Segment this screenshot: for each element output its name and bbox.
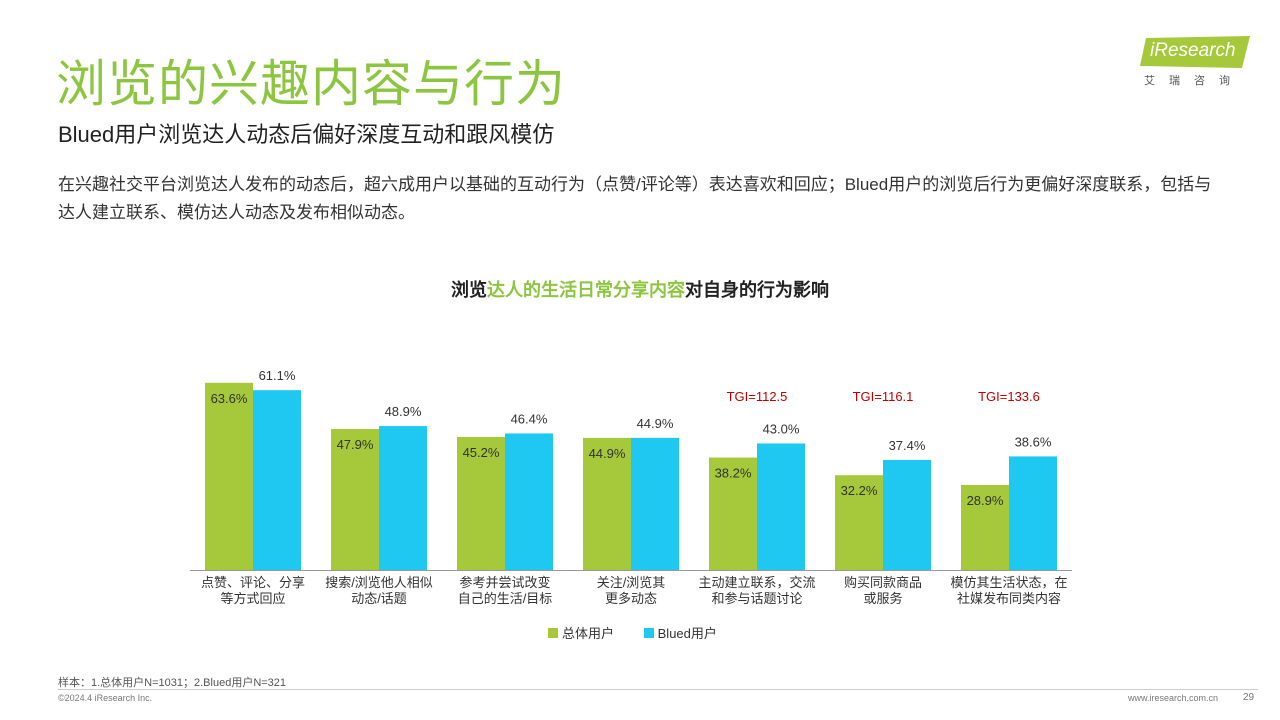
legend-item-blued: Blued用户 xyxy=(643,623,717,642)
data-label: 44.9% xyxy=(589,446,626,461)
bar-blued xyxy=(379,426,427,570)
data-label: 61.1% xyxy=(259,368,296,383)
logo-badge-icon xyxy=(1140,36,1250,68)
category-label: 等方式回应 xyxy=(220,591,285,606)
category-label: 动态/话题 xyxy=(351,591,407,606)
category-label: 参考并尝试改变 xyxy=(459,575,550,590)
category-label: 主动建立联系，交流 xyxy=(698,575,815,590)
bar-blued xyxy=(631,437,679,570)
page-number: 29 xyxy=(1243,692,1255,703)
page-title: 浏览的兴趣内容与行为 xyxy=(56,56,566,112)
bar-total xyxy=(205,382,253,570)
chart-title: 浏览达人的生活日常分享内容对自身的行为影响 xyxy=(0,276,1280,302)
website-text: www.iresearch.com.cn xyxy=(1128,693,1219,703)
tgi-label: TGI=133.6 xyxy=(978,389,1040,404)
footer-divider xyxy=(58,689,1258,690)
bar-blued xyxy=(883,459,931,570)
chart-title-part1: 浏览 xyxy=(451,280,487,300)
chart-title-part3: 对自身的行为影响 xyxy=(685,280,829,300)
data-label: 46.4% xyxy=(511,411,548,426)
chart-title-part2: 达人的生活日常分享内容 xyxy=(487,280,685,300)
data-label: 43.0% xyxy=(763,421,800,436)
bar-total xyxy=(331,429,379,570)
iresearch-logo: iResearch 艾瑞咨询 xyxy=(1140,36,1250,87)
data-label: 38.2% xyxy=(715,466,752,481)
category-label: 社媒发布同类内容 xyxy=(957,591,1061,606)
copyright-text: ©2024.4 iResearch Inc. xyxy=(58,693,153,703)
category-label: 搜索/浏览他人相似 xyxy=(325,575,433,590)
bar-blued xyxy=(253,390,301,570)
category-label: 自己的生活/目标 xyxy=(458,591,553,606)
bar-total xyxy=(835,475,883,570)
data-label: 48.9% xyxy=(385,404,422,419)
tgi-label: TGI=112.5 xyxy=(727,389,788,404)
legend-swatch-total xyxy=(548,627,558,638)
bar-blued xyxy=(505,433,553,570)
data-label: 38.6% xyxy=(1015,434,1052,449)
legend-item-total: 总体用户 xyxy=(548,623,614,642)
sample-footnote: 样本：1.总体用户N=1031；2.Blued用户N=321 xyxy=(58,677,287,689)
chart-legend: 总体用户 Blued用户 xyxy=(548,623,743,642)
bar-blued xyxy=(757,443,805,570)
legend-swatch-blued xyxy=(643,627,654,638)
data-label: 32.2% xyxy=(841,483,878,498)
page-subtitle: Blued用户浏览达人动态后偏好深度互动和跟风模仿 xyxy=(58,122,555,147)
data-label: 45.2% xyxy=(463,445,500,460)
category-label: 购买同款商品 xyxy=(844,575,922,590)
category-label: 模仿其生活状态，在 xyxy=(950,575,1067,590)
data-label: 37.4% xyxy=(889,438,926,453)
tgi-label: TGI=116.1 xyxy=(853,389,914,404)
bar-total xyxy=(457,436,505,570)
data-label: 28.9% xyxy=(967,493,1004,508)
category-label: 和参与话题讨论 xyxy=(711,591,802,606)
description-text: 在兴趣社交平台浏览达人发布的动态后，超六成用户以基础的互动行为（点赞/评论等）表… xyxy=(58,175,1212,222)
category-label: 或服务 xyxy=(863,591,902,606)
data-label: 47.9% xyxy=(337,437,374,452)
logo-text: iResearch xyxy=(1150,40,1236,61)
data-label: 44.9% xyxy=(637,416,674,431)
legend-label-total: 总体用户 xyxy=(562,626,615,641)
category-label: 点赞、评论、分享 xyxy=(201,575,305,590)
bar-total xyxy=(961,484,1009,570)
bar-total xyxy=(583,437,631,570)
legend-label-blued: Blued用户 xyxy=(657,626,717,641)
logo-cn-text: 艾瑞咨询 xyxy=(1144,75,1244,87)
bar-total xyxy=(709,457,757,570)
data-label: 63.6% xyxy=(211,391,248,406)
category-label: 关注/浏览其 xyxy=(597,575,666,590)
category-label: 更多动态 xyxy=(605,591,657,606)
bar-blued xyxy=(1009,456,1057,570)
